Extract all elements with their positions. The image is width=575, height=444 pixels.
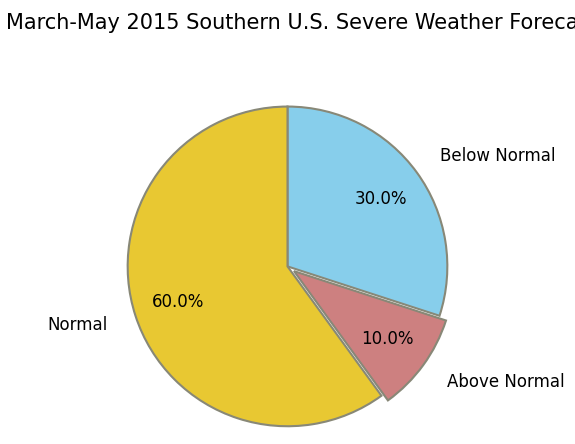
Wedge shape xyxy=(294,271,446,400)
Text: Below Normal: Below Normal xyxy=(440,147,555,165)
Text: 30.0%: 30.0% xyxy=(354,190,407,208)
Text: Above Normal: Above Normal xyxy=(447,373,564,391)
Text: 60.0%: 60.0% xyxy=(152,293,204,311)
Text: Normal: Normal xyxy=(48,316,108,334)
Wedge shape xyxy=(128,107,381,426)
Text: 10.0%: 10.0% xyxy=(361,330,413,348)
Text: March-May 2015 Southern U.S. Severe Weather Forecast: March-May 2015 Southern U.S. Severe Weat… xyxy=(6,13,575,33)
Wedge shape xyxy=(288,107,447,316)
